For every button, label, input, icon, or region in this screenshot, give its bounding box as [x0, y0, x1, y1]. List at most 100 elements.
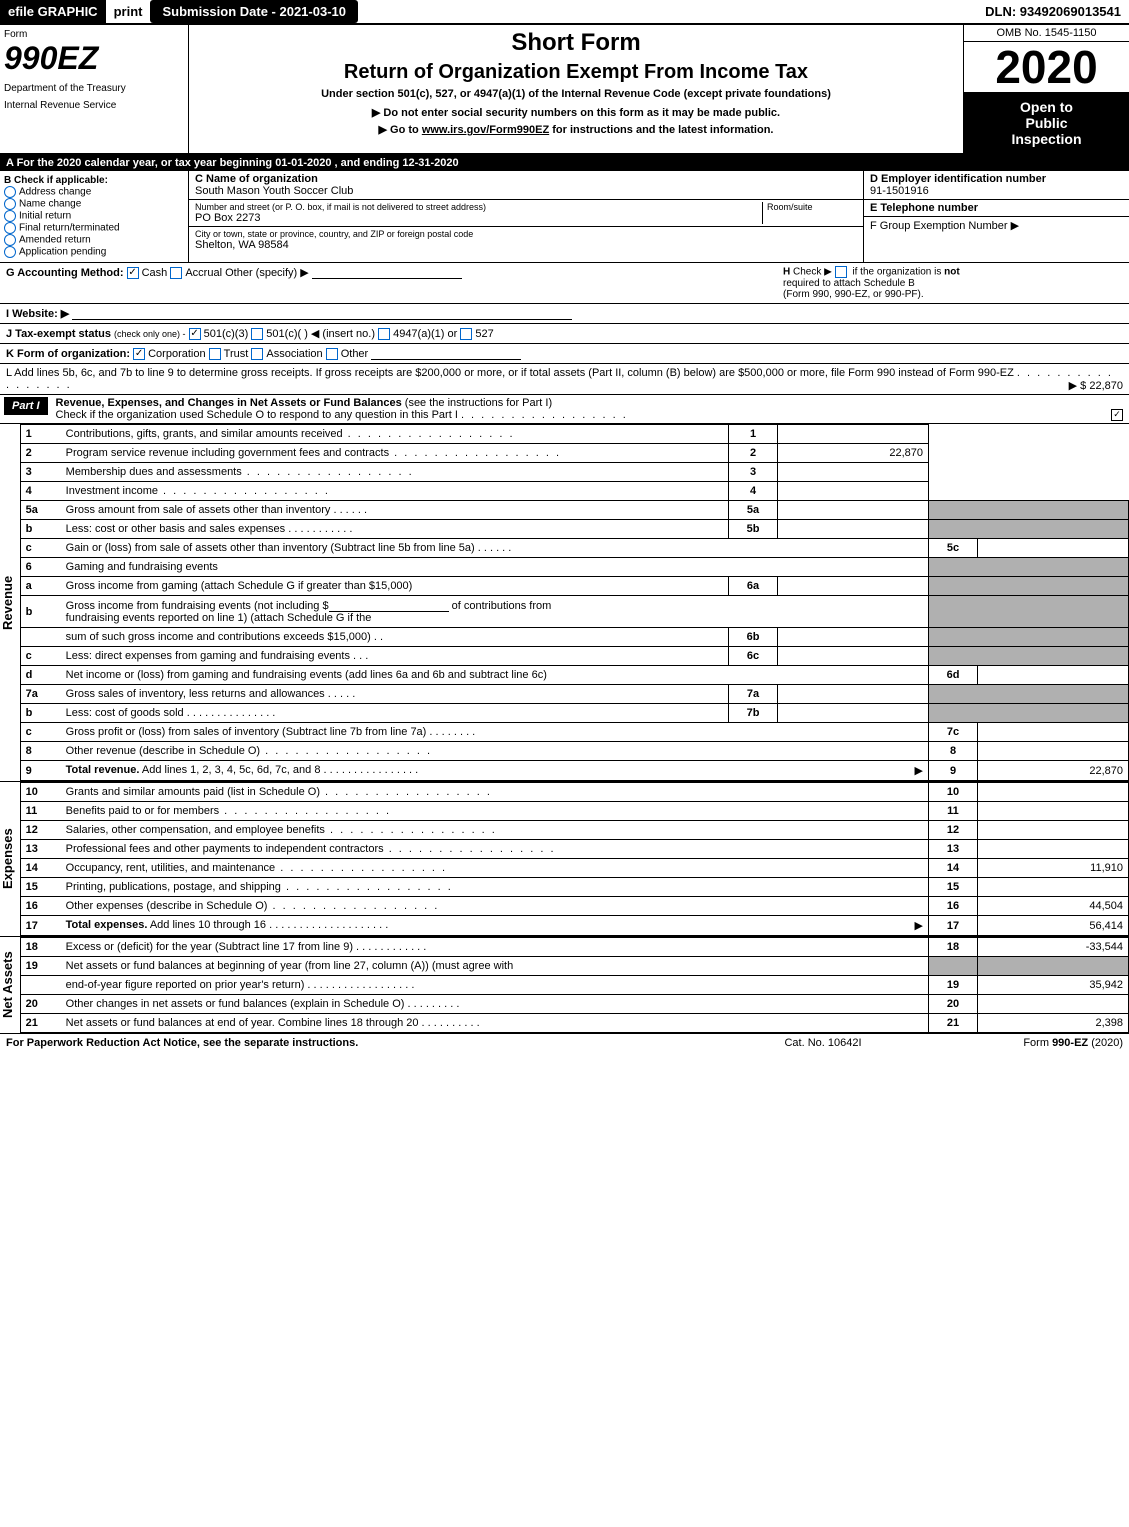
checkbox-501c3-icon[interactable] [189, 328, 201, 340]
dln-label: DLN: 93492069013541 [977, 0, 1129, 23]
line-7a: 7aGross sales of inventory, less returns… [20, 685, 1128, 704]
line-4: 4Investment income4 [20, 482, 1128, 501]
grey-cell [929, 704, 1129, 723]
line-7c: cGross profit or (loss) from sales of in… [20, 723, 1128, 742]
k-other-field[interactable] [371, 347, 521, 360]
open-line1: Open to [966, 99, 1127, 115]
short-form-title: Short Form [197, 29, 955, 57]
h-line3: (Form 990, 990-EZ, or 990-PF). [783, 289, 1123, 300]
checkbox-4947-icon[interactable] [378, 328, 390, 340]
checkbox-icon[interactable] [4, 186, 16, 198]
b-opt-name: Name change [4, 198, 184, 210]
k-o1: Corporation [148, 348, 205, 360]
line-19a: 19Net assets or fund balances at beginni… [20, 957, 1128, 976]
revenue-vlabel: Revenue [0, 424, 20, 781]
addr-val: PO Box 2273 [195, 212, 762, 224]
efile-label: efile GRAPHIC [0, 0, 106, 23]
c-name-row: C Name of organization South Mason Youth… [189, 171, 863, 200]
header-left: Form 990EZ Department of the Treasury In… [0, 25, 189, 153]
part1-title: Revenue, Expenses, and Changes in Net As… [56, 397, 402, 409]
checkbox-icon[interactable] [4, 198, 16, 210]
gh-row: G Accounting Method: Cash Accrual Other … [0, 263, 1129, 304]
h-line2: required to attach Schedule B [783, 278, 1123, 289]
section-b: B Check if applicable: Address change Na… [0, 171, 189, 262]
checkbox-other-icon[interactable] [326, 348, 338, 360]
header-right: OMB No. 1545-1150 2020 Open to Public In… [963, 25, 1129, 153]
dots-icon [461, 409, 628, 421]
b-opt-initial: Initial return [4, 210, 184, 222]
line-18: 18Excess or (deficit) for the year (Subt… [20, 938, 1128, 957]
line-2: 2Program service revenue including gover… [20, 444, 1128, 463]
checkbox-cash-icon[interactable] [127, 267, 139, 279]
part1-instr: (see the instructions for Part I) [405, 397, 552, 409]
checkbox-527-icon[interactable] [460, 328, 472, 340]
form-label: Form [4, 29, 184, 40]
expenses-table: 10Grants and similar amounts paid (list … [20, 782, 1129, 936]
grey-cell [929, 520, 1129, 539]
section-c: C Name of organization South Mason Youth… [189, 171, 864, 262]
g-other: Other (specify) ▶ [225, 267, 309, 279]
line-10: 10Grants and similar amounts paid (list … [20, 783, 1128, 802]
city-label: City or town, state or province, country… [195, 229, 857, 239]
checkbox-501c-icon[interactable] [251, 328, 263, 340]
checkbox-schedo-icon[interactable] [1111, 409, 1123, 421]
g-label: G Accounting Method: [6, 267, 124, 279]
section-de: D Employer identification number 91-1501… [864, 171, 1129, 262]
c-org-name: South Mason Youth Soccer Club [195, 185, 857, 197]
i-website-field[interactable] [72, 307, 572, 320]
grey-cell [929, 685, 1129, 704]
line-6b2: sum of such gross income and contributio… [20, 628, 1128, 647]
open-public: Open to Public Inspection [964, 93, 1129, 153]
netassets-table: 18Excess or (deficit) for the year (Subt… [20, 937, 1129, 1033]
line-21: 21Net assets or fund balances at end of … [20, 1014, 1128, 1033]
l-row: L Add lines 5b, 6c, and 7b to line 9 to … [0, 364, 1129, 395]
g-other-field[interactable] [312, 266, 462, 279]
f-row: F Group Exemption Number ▶ [864, 217, 1129, 234]
k-o4: Other [341, 348, 369, 360]
submission-date: Submission Date - 2021-03-10 [150, 0, 358, 23]
line-6a: aGross income from gaming (attach Schedu… [20, 577, 1128, 596]
goto-link[interactable]: www.irs.gov/Form990EZ [422, 124, 549, 136]
line-3: 3Membership dues and assessments3 [20, 463, 1128, 482]
header-mid: Short Form Return of Organization Exempt… [189, 25, 963, 153]
e-label: E Telephone number [870, 202, 1123, 214]
c-addr-row: Number and street (or P. O. box, if mail… [189, 200, 863, 227]
checkbox-h-icon[interactable] [835, 266, 847, 278]
line-6b: b Gross income from fundraising events (… [20, 596, 1128, 628]
line-1: 1Contributions, gifts, grants, and simil… [20, 425, 1128, 444]
checkbox-icon[interactable] [4, 222, 16, 234]
part1-check: Check if the organization used Schedule … [56, 409, 458, 421]
checkbox-accrual-icon[interactable] [170, 267, 182, 279]
omb-number: OMB No. 1545-1150 [964, 25, 1129, 42]
print-label[interactable]: print [106, 0, 151, 23]
b-opt-final: Final return/terminated [4, 222, 184, 234]
grey-cell [978, 957, 1129, 976]
checkbox-trust-icon[interactable] [209, 348, 221, 360]
line-14: 14Occupancy, rent, utilities, and mainte… [20, 859, 1128, 878]
b-title: B Check if applicable: [4, 175, 184, 186]
expenses-section: Expenses 10Grants and similar amounts pa… [0, 782, 1129, 937]
f-label: F Group Exemption Number ▶ [870, 219, 1123, 232]
d-row: D Employer identification number 91-1501… [864, 171, 1129, 200]
goto-pre: ▶ Go to [379, 124, 422, 136]
d-ein: 91-1501916 [870, 185, 1123, 197]
checkbox-icon[interactable] [4, 234, 16, 246]
j-o3: 4947(a)(1) or [393, 328, 457, 340]
footer-right: Form 990-EZ (2020) [923, 1037, 1123, 1049]
footer-left: For Paperwork Reduction Act Notice, see … [6, 1037, 723, 1049]
checkbox-assoc-icon[interactable] [251, 348, 263, 360]
g-accrual: Accrual [185, 267, 222, 279]
line-5b: bLess: cost or other basis and sales exp… [20, 520, 1128, 539]
checkbox-icon[interactable] [4, 246, 16, 258]
checkbox-corp-icon[interactable] [133, 348, 145, 360]
return-title: Return of Organization Exempt From Incom… [197, 61, 955, 84]
j-small: (check only one) - [114, 329, 186, 339]
g-cash: Cash [142, 267, 168, 279]
under-section: Under section 501(c), 527, or 4947(a)(1)… [197, 88, 955, 100]
6b-amount-field[interactable] [329, 599, 449, 612]
top-bar: efile GRAPHIC print Submission Date - 20… [0, 0, 1129, 25]
checkbox-icon[interactable] [4, 210, 16, 222]
line-12: 12Salaries, other compensation, and empl… [20, 821, 1128, 840]
line-5a: 5aGross amount from sale of assets other… [20, 501, 1128, 520]
line-20: 20Other changes in net assets or fund ba… [20, 995, 1128, 1014]
